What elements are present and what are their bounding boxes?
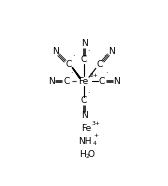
Text: C: C: [65, 60, 71, 69]
Text: 4: 4: [93, 141, 97, 146]
Text: N: N: [108, 47, 115, 56]
Text: C: C: [97, 60, 103, 69]
Text: 2: 2: [86, 154, 90, 158]
Text: ·: ·: [72, 52, 74, 62]
Text: Fe: Fe: [78, 77, 88, 86]
Text: N: N: [48, 77, 55, 86]
Text: ·: ·: [103, 52, 106, 62]
Text: N: N: [113, 77, 120, 86]
Text: 3+: 3+: [92, 121, 101, 126]
Polygon shape: [72, 67, 80, 78]
Text: N: N: [81, 39, 87, 48]
Text: O: O: [87, 150, 94, 159]
Text: NH: NH: [78, 137, 92, 146]
Text: N: N: [52, 47, 59, 56]
Text: C: C: [81, 96, 87, 105]
Text: C: C: [63, 77, 69, 86]
Text: N: N: [81, 111, 87, 120]
Text: ·: ·: [105, 69, 108, 78]
Text: ·: ·: [87, 89, 90, 98]
Text: C: C: [99, 77, 105, 86]
Text: ·: ·: [70, 69, 72, 78]
Text: C: C: [81, 55, 87, 64]
Text: +: +: [93, 133, 98, 138]
Text: Fe: Fe: [81, 124, 91, 133]
Text: 2+: 2+: [90, 73, 99, 78]
Text: ·: ·: [87, 48, 90, 57]
Text: H: H: [79, 150, 85, 159]
